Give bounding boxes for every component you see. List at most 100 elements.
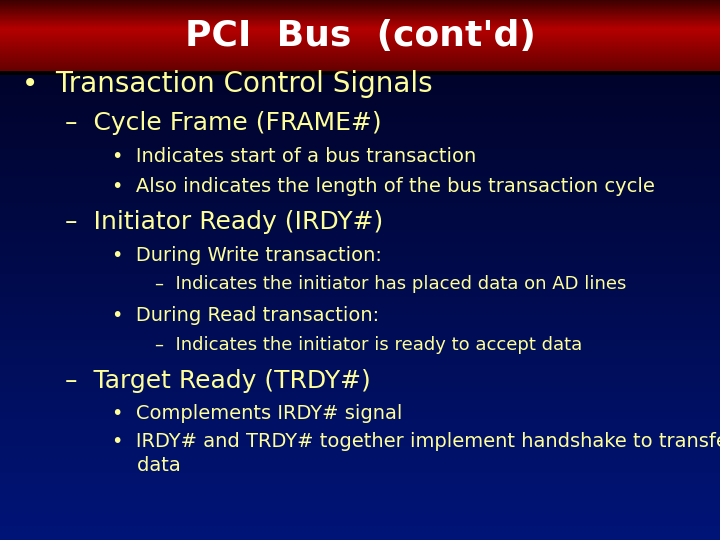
Bar (0, 407, 720, 409)
Bar (0, 258, 720, 259)
Bar (0, 28, 720, 29)
Bar (0, 331, 720, 333)
Bar (0, 74, 720, 76)
Bar (0, 277, 720, 279)
Bar (0, 200, 720, 201)
Bar (0, 83, 720, 85)
Bar (0, 319, 720, 320)
Bar (0, 196, 720, 198)
Bar (0, 209, 720, 211)
Text: •  Indicates start of a bus transaction: • Indicates start of a bus transaction (112, 147, 476, 166)
Bar (0, 187, 720, 189)
Bar (0, 60, 720, 62)
Bar (0, 309, 720, 312)
Bar (0, 515, 720, 517)
Bar (0, 274, 720, 275)
Bar (0, 44, 720, 45)
Bar (0, 245, 720, 247)
Bar (0, 5, 720, 7)
Bar (0, 400, 720, 401)
Bar (0, 13, 720, 14)
Bar (0, 383, 720, 385)
Bar (0, 511, 720, 513)
Bar (0, 263, 720, 265)
Bar (0, 466, 720, 468)
Bar (0, 140, 720, 142)
Bar (0, 0, 720, 1)
Bar (0, 482, 720, 484)
Bar (0, 194, 720, 196)
Bar (0, 31, 720, 32)
Bar (0, 17, 720, 18)
Bar (0, 218, 720, 220)
Bar (0, 250, 720, 252)
Bar (0, 169, 720, 171)
Bar (0, 31, 720, 32)
Bar (0, 279, 720, 281)
Bar (0, 355, 720, 356)
Bar (0, 112, 720, 113)
Bar (0, 304, 720, 306)
Bar (0, 403, 720, 405)
Bar (0, 522, 720, 524)
Bar (0, 437, 720, 439)
Bar (0, 225, 720, 227)
Bar (0, 373, 720, 374)
Bar (0, 12, 720, 15)
Bar (0, 34, 720, 36)
Bar (0, 185, 720, 187)
Bar (0, 38, 720, 39)
Bar (0, 29, 720, 30)
Bar (0, 457, 720, 459)
Bar (0, 63, 720, 65)
Bar (0, 6, 720, 7)
Bar (0, 434, 720, 436)
Text: –  Target Ready (TRDY#): – Target Ready (TRDY#) (65, 369, 371, 393)
Bar (0, 164, 720, 166)
Bar (0, 326, 720, 328)
Bar (0, 306, 720, 308)
Bar (0, 7, 720, 9)
Bar (0, 62, 720, 63)
Bar (0, 414, 720, 416)
Bar (0, 151, 720, 153)
Bar (0, 20, 720, 21)
Bar (0, 468, 720, 470)
Bar (0, 477, 720, 479)
Bar (0, 282, 720, 285)
Bar (0, 43, 720, 45)
Bar (0, 38, 720, 39)
Bar (0, 328, 720, 329)
Bar (0, 166, 720, 167)
Bar (0, 409, 720, 410)
Bar (0, 495, 720, 497)
Bar (0, 25, 720, 27)
Bar (0, 452, 720, 454)
Bar (0, 137, 720, 139)
Bar (0, 351, 720, 353)
Bar (0, 484, 720, 486)
Bar (0, 223, 720, 225)
Bar (0, 2, 720, 3)
Bar (0, 86, 720, 88)
Bar (0, 54, 720, 56)
Bar (0, 167, 720, 169)
Bar (0, 491, 720, 493)
Bar (0, 65, 720, 66)
Bar (0, 36, 720, 38)
Bar (0, 32, 720, 33)
Bar (0, 234, 720, 236)
Bar (0, 369, 720, 371)
Bar (0, 2, 720, 4)
Bar (0, 205, 720, 207)
Bar (0, 81, 720, 83)
Bar (0, 285, 720, 286)
Bar (0, 79, 720, 81)
Bar (0, 153, 720, 155)
Bar (0, 130, 720, 131)
Bar (0, 18, 720, 19)
Bar (0, 447, 720, 448)
Bar (0, 15, 720, 16)
Bar (0, 5, 720, 6)
Bar (0, 490, 720, 491)
